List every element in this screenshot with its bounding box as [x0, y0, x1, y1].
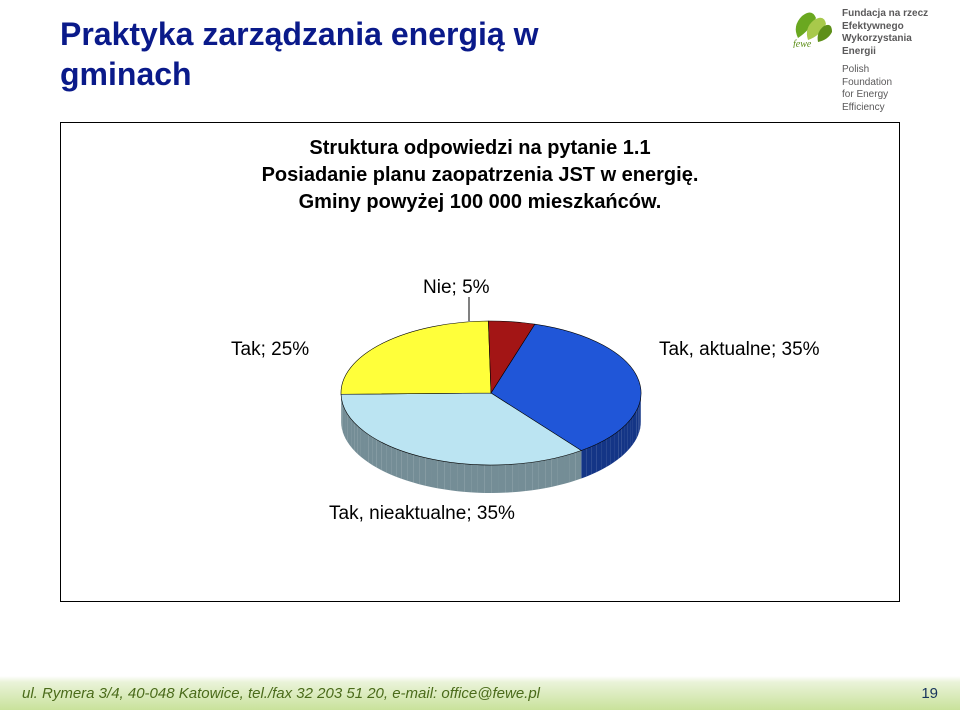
org-name-en: PolishFoundationfor EnergyEfficiency [842, 64, 928, 114]
footer-address: ul. Rymera 3/4, 40-048 Katowice, tel./fa… [22, 685, 540, 702]
slide: Praktyka zarządzania energią w gminach f… [0, 0, 960, 710]
label-tak: Tak; 25% [231, 339, 309, 361]
svg-text:fewe: fewe [793, 39, 812, 48]
headline-1: Struktura odpowiedzi na pytanie 1.1 [309, 137, 650, 159]
label-tak-nieaktualne: Tak, nieaktualne; 35% [329, 503, 515, 525]
chart-headline: Struktura odpowiedzi na pytanie 1.1 Posi… [61, 135, 899, 216]
logo-row: fewe Fundacja na rzeczEfektywnegoWykorzy… [790, 8, 940, 114]
org-name-pl: Fundacja na rzeczEfektywnegoWykorzystani… [842, 8, 928, 58]
page-number: 19 [921, 685, 938, 702]
headline-3: Gminy powyżej 100 000 mieszkańców. [299, 191, 662, 213]
leader-nie [459, 297, 579, 367]
title-line-2: gminach [60, 56, 192, 92]
chart-frame: Struktura odpowiedzi na pytanie 1.1 Posi… [60, 122, 900, 602]
footer: ul. Rymera 3/4, 40-048 Katowice, tel./fa… [0, 676, 960, 710]
org-logo-block: fewe Fundacja na rzeczEfektywnegoWykorzy… [790, 8, 940, 114]
label-tak-aktualne: Tak, aktualne; 35% [659, 339, 820, 361]
headline-2: Posiadanie planu zaopatrzenia JST w ener… [262, 164, 699, 186]
title-line-1: Praktyka zarządzania energią w [60, 16, 538, 52]
org-text: Fundacja na rzeczEfektywnegoWykorzystani… [842, 8, 928, 114]
label-nie: Nie; 5% [423, 277, 490, 299]
fewe-logo-icon: fewe [790, 8, 836, 48]
page-title: Praktyka zarządzania energią w gminach [60, 14, 620, 94]
